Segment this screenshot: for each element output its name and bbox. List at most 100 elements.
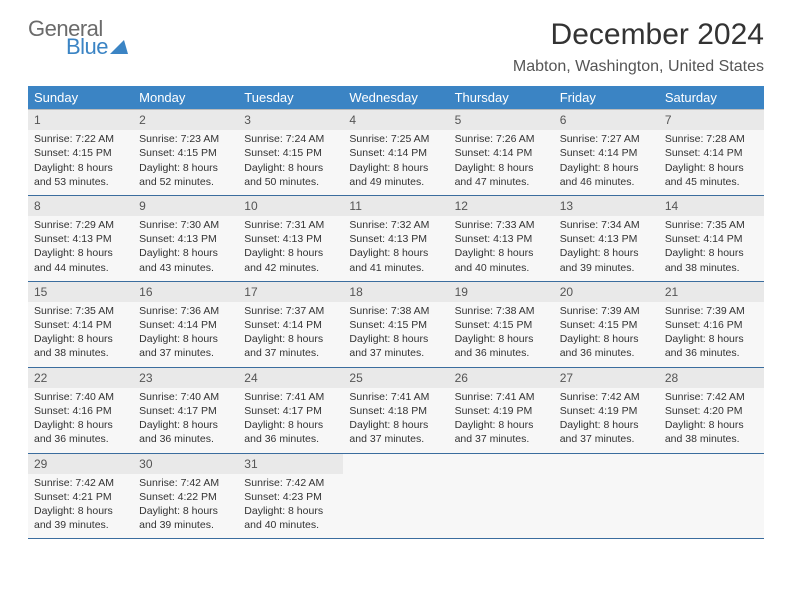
calendar-day-cell: 21Sunrise: 7:39 AMSunset: 4:16 PMDayligh… xyxy=(659,281,764,367)
calendar-day-cell: 5Sunrise: 7:26 AMSunset: 4:14 PMDaylight… xyxy=(449,110,554,196)
daylight-text: Daylight: 8 hours xyxy=(139,161,232,175)
sunset-text: Sunset: 4:15 PM xyxy=(349,318,442,332)
sunrise-text: Sunrise: 7:25 AM xyxy=(349,132,442,146)
daylight-text: and 52 minutes. xyxy=(139,175,232,189)
calendar-day-cell: 2Sunrise: 7:23 AMSunset: 4:15 PMDaylight… xyxy=(133,110,238,196)
calendar-table: Sunday Monday Tuesday Wednesday Thursday… xyxy=(28,86,764,539)
day-number: 6 xyxy=(554,110,659,130)
calendar-day-cell: 17 Sunrise: 7:37 AMSunset: 4:14 PMDayligh… xyxy=(238,281,343,367)
sunset-text: Sunset: 4:14 PM xyxy=(665,232,758,246)
daylight-text: and 39 minutes. xyxy=(139,518,232,532)
day-number: 17 xyxy=(238,282,343,302)
sunset-text: Sunset: 4:13 PM xyxy=(455,232,548,246)
sunset-text: Sunset: 4:17 PM xyxy=(139,404,232,418)
daylight-text: and 46 minutes. xyxy=(560,175,653,189)
calendar-day-cell: 7Sunrise: 7:28 AMSunset: 4:14 PMDaylight… xyxy=(659,110,764,196)
sunset-text: Sunset: 4:15 PM xyxy=(34,146,127,160)
daylight-text: and 38 minutes. xyxy=(665,261,758,275)
daylight-text: and 43 minutes. xyxy=(139,261,232,275)
calendar-day-cell: 24 Sunrise: 7:41 AMSunset: 4:17 PMDayligh… xyxy=(238,367,343,453)
calendar-day-cell: 25Sunrise: 7:41 AMSunset: 4:18 PMDayligh… xyxy=(343,367,448,453)
calendar-day-cell: 27Sunrise: 7:42 AMSunset: 4:19 PMDayligh… xyxy=(554,367,659,453)
sunrise-text: Sunrise: 7:41 AM xyxy=(244,390,337,404)
daylight-text: and 50 minutes. xyxy=(244,175,337,189)
daylight-text: and 41 minutes. xyxy=(349,261,442,275)
daylight-text: Daylight: 8 hours xyxy=(455,246,548,260)
calendar-day-cell: 23Sunrise: 7:40 AMSunset: 4:17 PMDayligh… xyxy=(133,367,238,453)
sunset-text: Sunset: 4:15 PM xyxy=(455,318,548,332)
calendar-day-cell: 13Sunrise: 7:34 AMSunset: 4:13 PMDayligh… xyxy=(554,195,659,281)
calendar-week-row: 1Sunrise: 7:22 AMSunset: 4:15 PMDaylight… xyxy=(28,110,764,196)
day-number: 7 xyxy=(659,110,764,130)
sunset-text: Sunset: 4:17 PM xyxy=(244,404,337,418)
day-number: 13 xyxy=(554,196,659,216)
daylight-text: and 37 minutes. xyxy=(560,432,653,446)
sunset-text: Sunset: 4:14 PM xyxy=(244,318,337,332)
daylight-text: Daylight: 8 hours xyxy=(244,332,337,346)
calendar-week-row: 29Sunrise: 7:42 AMSunset: 4:21 PMDayligh… xyxy=(28,453,764,539)
day-number: 28 xyxy=(659,368,764,388)
sunset-text: Sunset: 4:21 PM xyxy=(34,490,127,504)
daylight-text: Daylight: 8 hours xyxy=(244,246,337,260)
sunrise-text: Sunrise: 7:42 AM xyxy=(34,476,127,490)
day-number: 24 xyxy=(238,368,343,388)
day-header: Tuesday xyxy=(238,86,343,110)
daylight-text: and 37 minutes. xyxy=(139,346,232,360)
daylight-text: Daylight: 8 hours xyxy=(139,246,232,260)
sunset-text: Sunset: 4:14 PM xyxy=(349,146,442,160)
day-number: 2 xyxy=(133,110,238,130)
logo-word2: Blue xyxy=(66,36,128,58)
calendar-day-cell: 18 Sunrise: 7:38 AMSunset: 4:15 PMDayligh… xyxy=(343,281,448,367)
daylight-text: Daylight: 8 hours xyxy=(349,246,442,260)
logo: General Blue xyxy=(28,18,128,58)
sunrise-text: Sunrise: 7:23 AM xyxy=(139,132,232,146)
daylight-text: Daylight: 8 hours xyxy=(455,161,548,175)
daylight-text: Daylight: 8 hours xyxy=(349,418,442,432)
daylight-text: and 42 minutes. xyxy=(244,261,337,275)
calendar-day-cell: 20Sunrise: 7:39 AMSunset: 4:15 PMDayligh… xyxy=(554,281,659,367)
daylight-text: Daylight: 8 hours xyxy=(560,161,653,175)
daylight-text: and 36 minutes. xyxy=(139,432,232,446)
calendar-day-cell: 16Sunrise: 7:36 AMSunset: 4:14 PMDayligh… xyxy=(133,281,238,367)
daylight-text: Daylight: 8 hours xyxy=(665,332,758,346)
daylight-text: Daylight: 8 hours xyxy=(244,418,337,432)
sunset-text: Sunset: 4:14 PM xyxy=(560,146,653,160)
sunrise-text: Sunrise: 7:38 AM xyxy=(455,304,548,318)
day-number: 8 xyxy=(28,196,133,216)
daylight-text: and 40 minutes. xyxy=(455,261,548,275)
sunrise-text: Sunrise: 7:42 AM xyxy=(139,476,232,490)
day-number: 29 xyxy=(28,454,133,474)
sunrise-text: Sunrise: 7:35 AM xyxy=(34,304,127,318)
sunset-text: Sunset: 4:19 PM xyxy=(560,404,653,418)
calendar-day-cell: 19Sunrise: 7:38 AMSunset: 4:15 PMDayligh… xyxy=(449,281,554,367)
calendar-day-cell: 6Sunrise: 7:27 AMSunset: 4:14 PMDaylight… xyxy=(554,110,659,196)
sunrise-text: Sunrise: 7:37 AM xyxy=(244,304,337,318)
calendar-day-cell: . xyxy=(659,453,764,539)
sunrise-text: Sunrise: 7:38 AM xyxy=(349,304,442,318)
sunrise-text: Sunrise: 7:35 AM xyxy=(665,218,758,232)
day-header: Sunday xyxy=(28,86,133,110)
day-number: 19 xyxy=(449,282,554,302)
calendar-day-cell: 3Sunrise: 7:24 AMSunset: 4:15 PMDaylight… xyxy=(238,110,343,196)
daylight-text: and 53 minutes. xyxy=(34,175,127,189)
day-number: 25 xyxy=(343,368,448,388)
day-number: 18 xyxy=(343,282,448,302)
calendar-day-cell: . xyxy=(449,453,554,539)
sunrise-text: Sunrise: 7:22 AM xyxy=(34,132,127,146)
sunrise-text: Sunrise: 7:30 AM xyxy=(139,218,232,232)
day-number: 15 xyxy=(28,282,133,302)
day-number: 22 xyxy=(28,368,133,388)
daylight-text: Daylight: 8 hours xyxy=(560,332,653,346)
daylight-text: and 47 minutes. xyxy=(455,175,548,189)
daylight-text: Daylight: 8 hours xyxy=(349,332,442,346)
sunset-text: Sunset: 4:14 PM xyxy=(455,146,548,160)
calendar-day-cell: 31Sunrise: 7:42 AMSunset: 4:23 PMDayligh… xyxy=(238,453,343,539)
sunset-text: Sunset: 4:20 PM xyxy=(665,404,758,418)
day-number: 14 xyxy=(659,196,764,216)
day-header: Friday xyxy=(554,86,659,110)
sunset-text: Sunset: 4:13 PM xyxy=(560,232,653,246)
day-number: 30 xyxy=(133,454,238,474)
sunrise-text: Sunrise: 7:36 AM xyxy=(139,304,232,318)
calendar-day-cell: 26Sunrise: 7:41 AMSunset: 4:19 PMDayligh… xyxy=(449,367,554,453)
calendar-day-cell: . xyxy=(343,453,448,539)
